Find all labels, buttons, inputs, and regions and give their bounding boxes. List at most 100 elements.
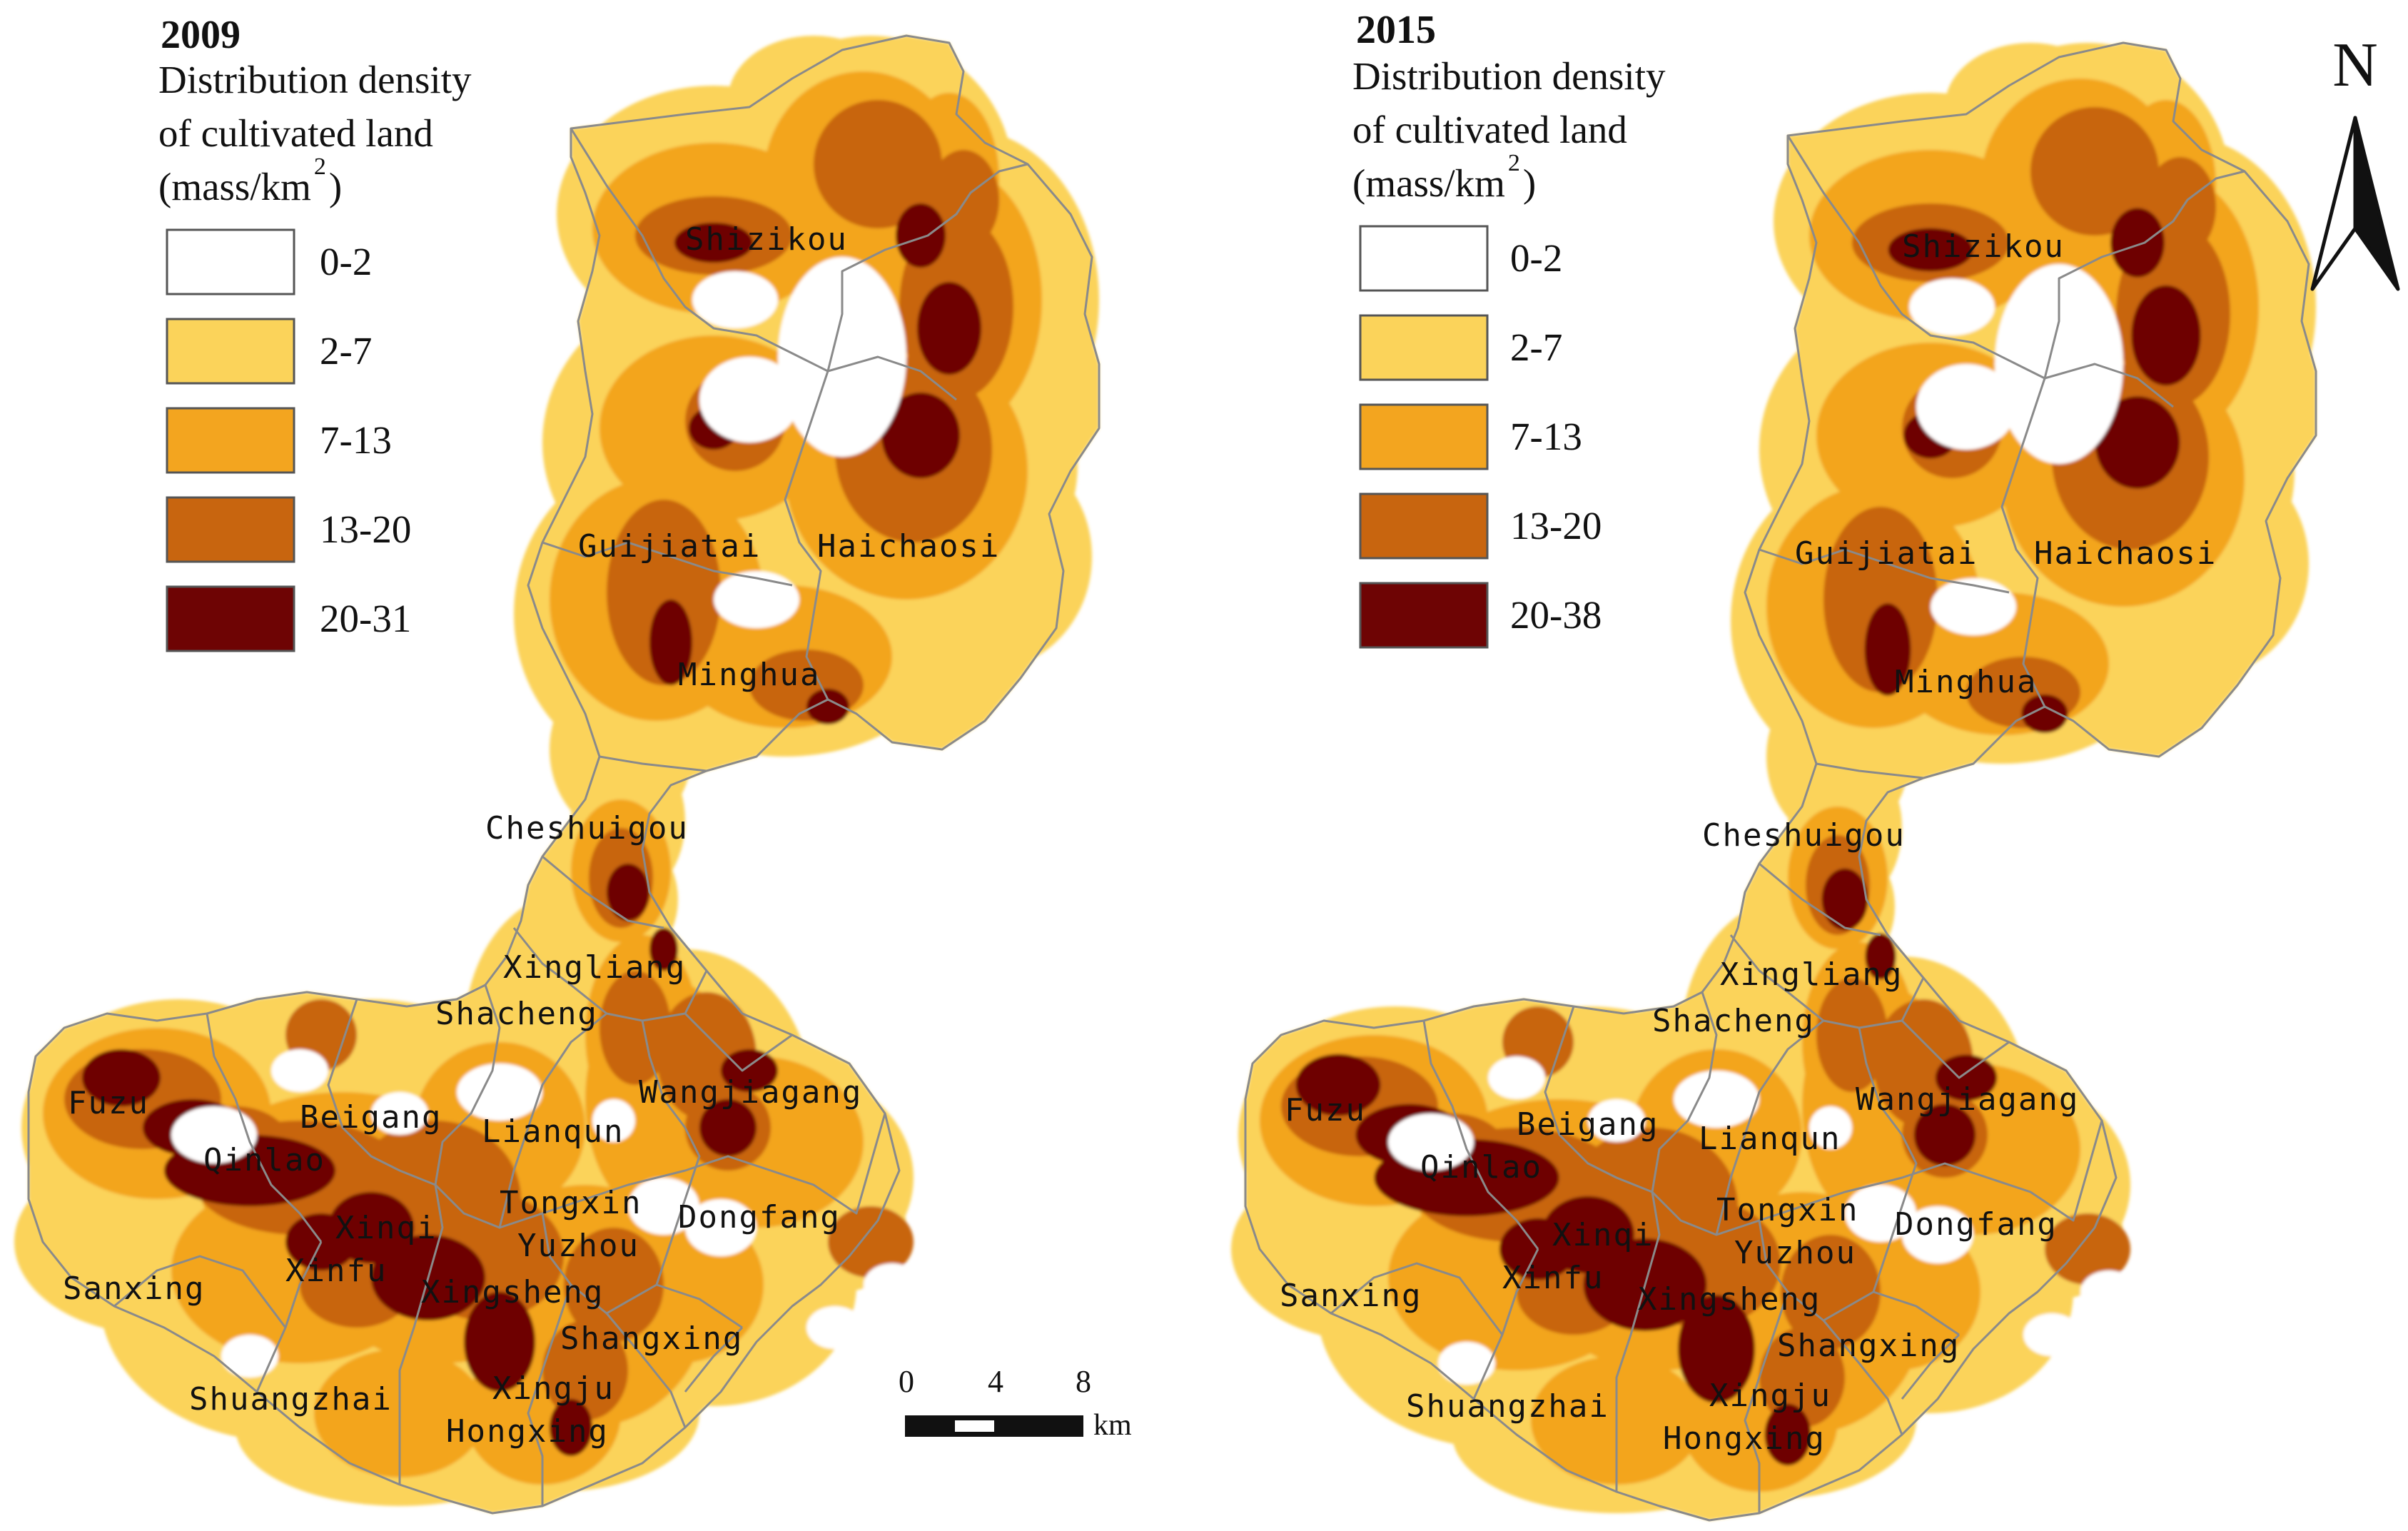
town-label-shangxing: Shangxing — [560, 1320, 743, 1357]
township-boundaries-2015 — [1244, 41, 2317, 1522]
township-boundary — [827, 355, 957, 401]
town-label-xingsheng: Xingsheng — [421, 1274, 604, 1310]
town-label-guijiatai: Guijiatai — [578, 528, 761, 565]
legend-label-2: 7-13 — [1510, 415, 1582, 458]
legend-swatch-4 — [1359, 582, 1489, 649]
legend-swatch-2 — [1359, 403, 1489, 470]
study-area-boundary — [1244, 41, 2317, 1522]
township-boundary — [784, 370, 829, 700]
density-patch — [806, 689, 849, 724]
low-density-patch — [699, 357, 799, 443]
town-label-xingliang: Xingliang — [503, 949, 686, 986]
density-patch — [649, 600, 692, 685]
low-density-patch — [2023, 1313, 2080, 1356]
town-label-fuzu: Fuzu — [68, 1085, 149, 1121]
low-density-patch — [1931, 578, 2016, 635]
legend-label-4: 20-31 — [320, 597, 411, 640]
north-arrow: N — [2310, 31, 2400, 291]
legend-title-line-2: of cultivated land — [1352, 108, 1627, 151]
town-label-shacheng: Shacheng — [435, 996, 598, 1032]
legend-2009: 2009 Distribution density of cultivated … — [158, 13, 472, 652]
township-boundary — [655, 1127, 701, 1285]
town-label-hongxing: Hongxing — [446, 1413, 609, 1450]
legend-title-line-1: Distribution density — [1352, 54, 1666, 98]
legend-label-1: 2-7 — [320, 329, 372, 373]
township-boundary — [434, 984, 501, 1186]
density-patch — [1935, 1054, 1998, 1101]
scale-tick-8: 8 — [1076, 1364, 1091, 1399]
township-boundary — [256, 1241, 323, 1393]
town-label-beigang: Beigang — [300, 1099, 442, 1136]
low-density-patch — [171, 1106, 257, 1163]
density-patch — [917, 282, 981, 375]
density-patch — [2095, 396, 2180, 489]
township-boundary — [1901, 1333, 1961, 1400]
low-density-patch — [778, 257, 906, 457]
town-label-guijiatai: Guijiatai — [1795, 535, 1978, 572]
low-density-patch — [1588, 1099, 1645, 1142]
township-boundary — [1651, 1162, 1988, 1236]
legend-swatch-3 — [1359, 492, 1489, 560]
density-patch — [1295, 1053, 1381, 1116]
density-patch — [550, 1399, 592, 1456]
density-patch — [1865, 933, 1896, 980]
township-boundary — [684, 1012, 793, 1072]
township-boundaries-2009 — [27, 34, 1101, 1515]
township-boundary — [2044, 363, 2174, 408]
density-patch — [1759, 1328, 1845, 1428]
township-boundary — [1651, 991, 1718, 1193]
township-boundary — [1901, 1019, 2010, 1079]
low-density-patch — [1438, 1342, 1495, 1385]
year-title: 2009 — [161, 13, 241, 57]
town-label-dongfang: Dongfang — [678, 1199, 841, 1236]
low-density-patch — [1916, 364, 2016, 450]
town-label-haichaosi: Haichaosi — [2034, 535, 2217, 572]
town-label-sanxing: Sanxing — [63, 1270, 205, 1307]
scale-tick-4: 4 — [988, 1364, 1003, 1399]
town-label-wangjiagang: Wangjiagang — [1856, 1081, 2079, 1118]
north-arrow-label: N — [2332, 31, 2378, 100]
town-labels-2015: Shizikou Guijiatai Haichaosi Minghua Cheshui… — [1280, 228, 2217, 1457]
study-area-boundary — [27, 34, 1101, 1515]
density-patch — [2030, 107, 2159, 236]
legend-label-1: 2-7 — [1510, 325, 1562, 369]
township-boundary — [826, 163, 1028, 372]
density-patch — [1913, 1103, 1976, 1166]
town-label-xingliang: Xingliang — [1720, 956, 1903, 993]
township-boundary — [1744, 1291, 1789, 1513]
township-boundary — [1422, 1020, 1539, 1250]
density-patch — [1781, 1235, 1881, 1349]
low-density-patch — [806, 1306, 864, 1349]
scale-tick-0: 0 — [899, 1364, 914, 1399]
town-label-qinlao: Qinlao — [203, 1142, 325, 1178]
town-label-minghua: Minghua — [678, 657, 820, 693]
density-patch — [542, 1320, 628, 1420]
density-patch — [1678, 1295, 1755, 1403]
legend-label-0: 0-2 — [1510, 236, 1562, 280]
low-density-patch — [1909, 278, 1995, 335]
town-label-dongfang: Dongfang — [1895, 1206, 2058, 1243]
town-label-xinqi: Xinqi — [335, 1210, 437, 1246]
low-density-patch — [864, 1263, 921, 1306]
legend-label-0: 0-2 — [320, 240, 372, 283]
legend-title-line-3: (mass/km 2) — [1352, 150, 1536, 205]
low-density-patch — [692, 271, 778, 328]
scale-unit: km — [1093, 1409, 1132, 1442]
town-label-lianqun: Lianqun — [1699, 1121, 1841, 1157]
town-label-tongxin: Tongxin — [500, 1185, 642, 1221]
town-label-xingsheng: Xingsheng — [1638, 1281, 1821, 1318]
density-patch — [699, 1099, 757, 1156]
low-density-patch — [685, 1199, 757, 1256]
township-boundary — [599, 755, 707, 772]
town-label-shuangzhai: Shuangzhai — [1406, 1388, 1609, 1425]
legend-title-line-2: of cultivated land — [158, 111, 433, 155]
township-boundary — [542, 541, 793, 587]
density-patch — [600, 971, 671, 1085]
density-patch — [2110, 208, 2165, 278]
density-patch — [828, 1206, 914, 1278]
town-label-cheshuigou: Cheshuigou — [485, 810, 689, 847]
density-patch — [82, 1049, 161, 1106]
township-boundary — [570, 128, 829, 373]
low-density-patch — [1995, 264, 2123, 464]
town-label-xinqi: Xinqi — [1552, 1217, 1654, 1253]
